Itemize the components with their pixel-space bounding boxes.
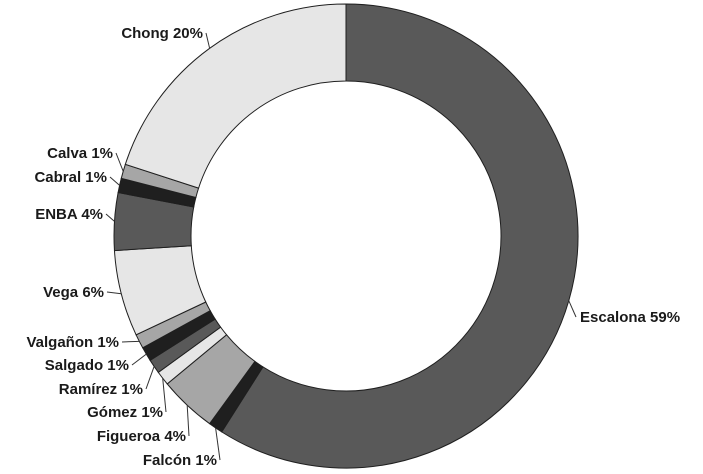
leader-line-valgañon: [121, 340, 140, 343]
leader-line-calva: [115, 152, 124, 172]
slice-chong: [124, 3, 347, 189]
label-figueroa: Figueroa 4%: [97, 428, 186, 445]
label-calva: Calva 1%: [47, 145, 113, 162]
leader-line-escalona: [568, 300, 577, 318]
leader-line-cabral: [109, 176, 120, 186]
label-falcón: Falcón 1%: [143, 452, 217, 469]
leader-line-salgado: [131, 353, 147, 366]
label-chong: Chong 20%: [121, 25, 203, 42]
slices-group: [113, 3, 579, 469]
label-gómez: Gómez 1%: [87, 404, 163, 421]
leader-line-ramírez: [145, 366, 155, 390]
label-vega: Vega 6%: [43, 284, 104, 301]
leader-line-figueroa: [186, 405, 190, 437]
label-cabral: Cabral 1%: [34, 169, 107, 186]
label-escalona: Escalona 59%: [580, 309, 680, 326]
leader-line-enba: [105, 213, 115, 222]
label-valgañon: Valgañon 1%: [26, 334, 119, 351]
label-ramírez: Ramírez 1%: [59, 381, 143, 398]
leader-line-gómez: [162, 378, 167, 413]
leader-line-vega: [106, 291, 122, 295]
labels-group: Escalona 59% Falcón 1% Figueroa 4% Gómez 1%…: [26, 25, 680, 469]
label-salgado: Salgado 1%: [45, 357, 129, 374]
leader-line-falcón: [215, 427, 221, 461]
leader-line-chong: [205, 32, 211, 49]
slice-escalona: [220, 3, 579, 469]
label-enba: ENBA 4%: [35, 206, 103, 223]
